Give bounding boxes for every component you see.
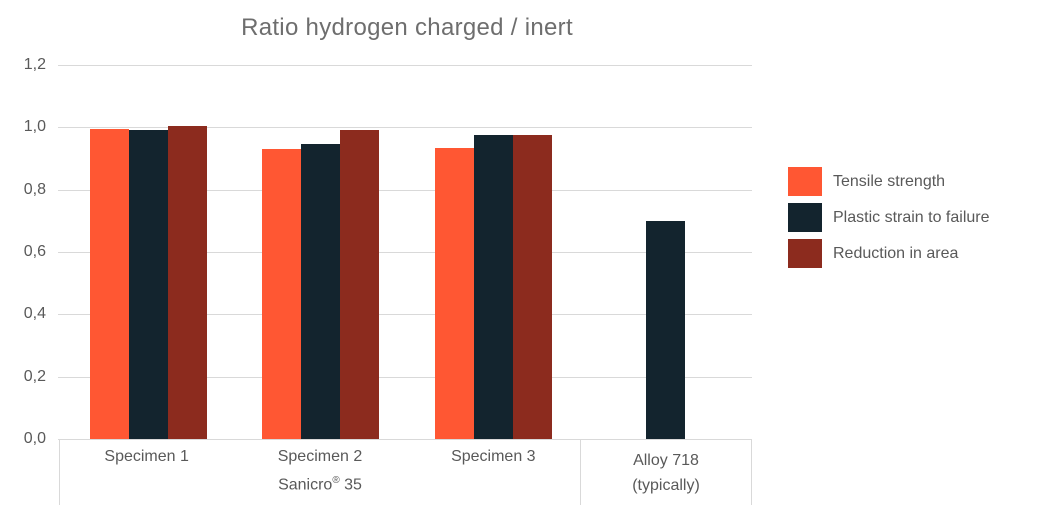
- y-tick-label-0,4: 0,4: [23, 305, 46, 323]
- bar-plastic-strain-to-failure: [301, 144, 341, 439]
- x-category-labels: Specimen 1 Specimen 2 Specimen 3: [60, 440, 580, 466]
- x-axis: Specimen 1 Specimen 2 Specimen 3 Sanicro® …: [59, 439, 752, 505]
- x-group-label-sanicro-35: Sanicro® 35: [278, 475, 362, 494]
- gridline-0,2: [58, 376, 752, 378]
- legend-item-tensile-strength: Tensile strength: [788, 167, 990, 196]
- gridline-0,8: [58, 189, 752, 191]
- x-category-specimen-3: Specimen 3: [451, 448, 536, 465]
- legend-label: Reduction in area: [833, 244, 959, 262]
- bar-plastic-strain-to-failure: [473, 135, 513, 439]
- x-category-alloy-718-line2: (typically): [632, 477, 700, 494]
- gridline-0,4: [58, 314, 752, 316]
- legend: Tensile strength Plastic strain to failur…: [788, 167, 990, 275]
- bar-tensile-strength: [434, 147, 474, 439]
- gridline-1,0: [58, 127, 752, 129]
- y-tick-label-1,2: 1,2: [23, 56, 46, 73]
- x-category-specimen-2: Specimen 2: [277, 448, 363, 465]
- x-category-specimen-1: Specimen 1: [104, 448, 189, 465]
- x-group-sanicro-35: Specimen 1 Specimen 2 Specimen 3 Sanicro® …: [59, 440, 580, 505]
- y-axis: 0,0 0,2 0,4 0,6 0,8 1,0 1,2: [0, 56, 48, 447]
- bar-plastic-strain-to-failure: [128, 130, 168, 439]
- x-category-alloy-718: Alloy 718 (typically): [580, 440, 752, 505]
- plot-area: [58, 65, 753, 440]
- legend-label: Plastic strain to failure: [833, 208, 990, 226]
- legend-swatch: [788, 203, 822, 232]
- gridline-1,2: [58, 65, 752, 66]
- y-tick-label-0,2: 0,2: [23, 367, 46, 385]
- y-tick-label-0,8: 0,8: [23, 180, 46, 198]
- bar-reduction-in-area: [512, 135, 552, 439]
- legend-swatch: [788, 239, 822, 268]
- registered-trademark-symbol: ®: [332, 475, 340, 486]
- bar-group-4: [580, 65, 753, 439]
- legend-swatch: [788, 167, 822, 196]
- bar-tensile-strength: [89, 128, 129, 439]
- y-tick-label-0,6: 0,6: [23, 243, 46, 260]
- gridline-0,6: [58, 252, 752, 253]
- bar-tensile-strength: [262, 149, 302, 439]
- bar-group-3: [407, 65, 580, 439]
- x-category-alloy-718-line1: Alloy 718: [633, 452, 699, 469]
- bar-group-1: [62, 65, 235, 439]
- y-tick-label-1,0: 1,0: [23, 118, 46, 136]
- legend-item-reduction-in-area: Reduction in area: [788, 239, 990, 268]
- y-tick-label-0,0: 0,0: [23, 430, 46, 447]
- chart-title: Ratio hydrogen charged / inert: [241, 14, 573, 41]
- bar-reduction-in-area: [167, 125, 207, 439]
- bar-reduction-in-area: [340, 130, 380, 439]
- legend-label: Tensile strength: [833, 172, 946, 190]
- bar-plastic-strain-to-failure: [646, 220, 686, 439]
- legend-item-plastic-strain-to-failure: Plastic strain to failure: [788, 203, 990, 232]
- bar-group-2: [235, 65, 408, 439]
